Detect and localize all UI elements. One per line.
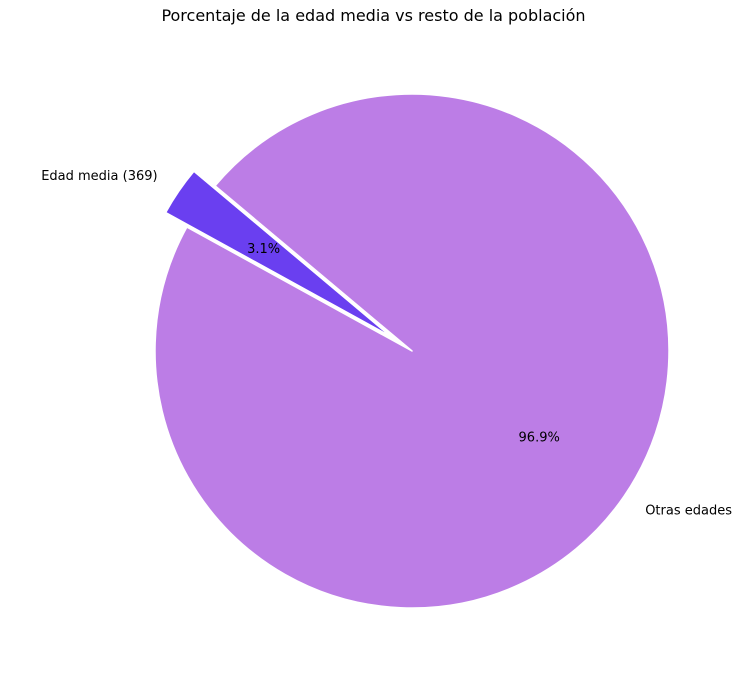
slice-pct-label-1: 96.9% <box>519 431 560 446</box>
slice-label-0: Edad media (369) <box>41 169 157 184</box>
pie-slice-1 <box>154 93 670 609</box>
slice-pct-label-0: 3.1% <box>247 242 280 257</box>
slice-label-1: Otras edades <box>645 503 732 518</box>
pie-slice-0 <box>164 170 392 338</box>
chart-title: Porcentaje de la edad media vs resto de … <box>161 6 586 25</box>
